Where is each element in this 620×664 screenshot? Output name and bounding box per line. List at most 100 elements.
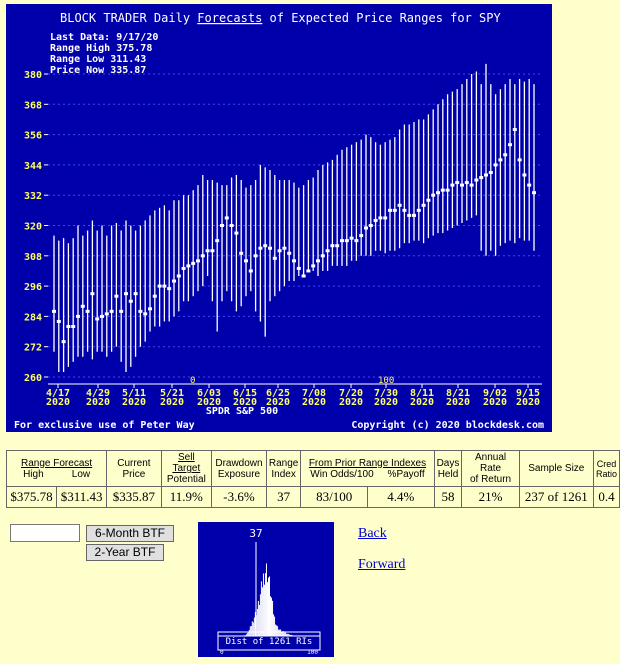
value-drawdown: -3.6%: [211, 486, 267, 508]
six-month-btf-button[interactable]: 6-Month BTF: [86, 525, 174, 542]
value-annual-rate: 21%: [461, 486, 520, 508]
two-year-btf-button[interactable]: 2-Year BTF: [86, 544, 164, 561]
x-tick-label-date: 7/08: [302, 388, 326, 399]
price-marker: [176, 274, 181, 278]
x-tick-label-date: 5/21: [160, 388, 184, 399]
price-marker: [412, 213, 416, 217]
x-tick-label-year: 2020: [410, 397, 434, 408]
price-marker: [172, 279, 176, 283]
ticker-input[interactable]: [10, 524, 80, 542]
range-forecast-link[interactable]: Range Forecast: [21, 457, 93, 469]
x-tick-label-date: 6/03: [197, 388, 221, 399]
price-marker: [316, 259, 320, 263]
histogram-caption: Dist of 1261 RIs: [226, 637, 313, 647]
header-sample-size: Sample Size: [518, 450, 594, 487]
price-marker: [258, 246, 263, 250]
stats-header-row: Range Forecast High Low Current Price Se…: [5, 450, 620, 487]
marker-hundred: 100: [378, 376, 394, 386]
value-win-odds: 83/100: [301, 487, 368, 507]
x-tick-label-date: 4/29: [86, 388, 110, 399]
price-marker: [431, 193, 436, 197]
x-axis-label: SPDR S&P 500: [206, 406, 278, 417]
header-days-line2: Held: [437, 468, 459, 480]
x-tick-label-year: 2020: [160, 397, 184, 408]
price-marker: [455, 181, 460, 185]
value-sell-target: 11.9%: [160, 486, 213, 508]
price-marker: [508, 143, 512, 147]
value-days-held: 58: [433, 486, 463, 508]
header-range-forecast: Range Forecast High Low: [5, 450, 108, 487]
header-days-held: Days Held: [433, 450, 463, 487]
price-marker: [109, 309, 114, 313]
price-marker: [133, 292, 138, 296]
price-marker: [196, 259, 200, 263]
price-marker: [407, 213, 412, 217]
price-marker: [532, 191, 536, 195]
price-marker: [157, 284, 162, 288]
price-marker: [527, 183, 532, 187]
price-marker: [282, 246, 287, 250]
header-drawdown-line1: Drawdown: [215, 457, 263, 469]
price-marker: [373, 218, 378, 222]
from-prior-link[interactable]: From Prior Range Indexes: [308, 457, 427, 469]
header-cred-ratio: Cred Ratio: [592, 450, 620, 487]
value-range-index: 37: [265, 486, 302, 508]
header-range-index: Range Index: [265, 450, 302, 487]
info-range-low: Range Low 311.43: [50, 54, 146, 65]
price-marker: [143, 312, 148, 316]
price-marker: [205, 249, 210, 253]
price-marker: [95, 317, 100, 321]
range-index-histogram: 37 Dist of 1261 RIs 0 100: [198, 522, 334, 657]
price-marker: [479, 176, 484, 180]
y-tick-label: 368: [24, 100, 42, 111]
price-marker: [325, 249, 330, 253]
price-marker: [436, 191, 440, 195]
price-marker: [484, 173, 488, 177]
forward-link[interactable]: Forward: [358, 557, 406, 572]
price-marker: [498, 158, 503, 162]
y-tick-label: 332: [24, 191, 42, 202]
price-marker: [330, 244, 335, 248]
back-link[interactable]: Back: [358, 526, 387, 541]
price-marker: [426, 198, 431, 202]
price-marker: [181, 266, 186, 270]
price-marker: [61, 340, 66, 344]
x-tick-label-date: 8/11: [410, 388, 434, 399]
price-marker: [311, 264, 316, 268]
x-tick-label-year: 2020: [266, 397, 290, 408]
price-marker: [368, 224, 373, 227]
y-tick-label: 284: [24, 312, 42, 323]
header-annual-rate: Annual Rate of Return: [461, 450, 520, 487]
x-tick-label-date: 7/20: [339, 388, 363, 399]
x-tick-label-year: 2020: [233, 397, 257, 408]
histogram-svg: 37 Dist of 1261 RIs 0 100: [217, 527, 321, 656]
x-tick-label-date: 4/17: [46, 388, 70, 399]
header-drawdown: Drawdown Exposure: [211, 450, 267, 487]
value-low: $311.43: [60, 489, 103, 504]
stats-table: Range Forecast High Low Current Price Se…: [5, 450, 620, 508]
price-marker: [263, 244, 268, 248]
header-payoff: %Payoff: [387, 468, 425, 480]
sell-target-link[interactable]: Sell Target: [172, 452, 201, 474]
price-marker: [66, 325, 71, 328]
header-low: Low: [71, 468, 91, 480]
value-range-forecast: $375.78 $311.43: [5, 486, 108, 508]
price-marker: [76, 314, 80, 318]
x-tick-label-date: 9/15: [516, 388, 540, 399]
x-tick-label-year: 2020: [302, 397, 326, 408]
price-marker: [488, 170, 493, 174]
price-marker: [383, 216, 388, 220]
price-marker: [229, 224, 234, 227]
price-marker: [244, 259, 248, 263]
price-marker: [460, 183, 464, 187]
x-tick-label-date: 8/21: [446, 388, 470, 399]
y-tick-label: 380: [24, 70, 42, 81]
price-marker: [220, 224, 224, 227]
price-marker: [104, 312, 109, 316]
value-payoff: 4.4%: [387, 489, 415, 504]
header-current-line2: Price: [122, 468, 146, 480]
chart-title: BLOCK TRADER Daily Forecasts of Expected…: [60, 11, 502, 25]
x-tick-label-year: 2020: [374, 397, 398, 408]
header-annual-line1: Annual Rate: [474, 452, 507, 474]
